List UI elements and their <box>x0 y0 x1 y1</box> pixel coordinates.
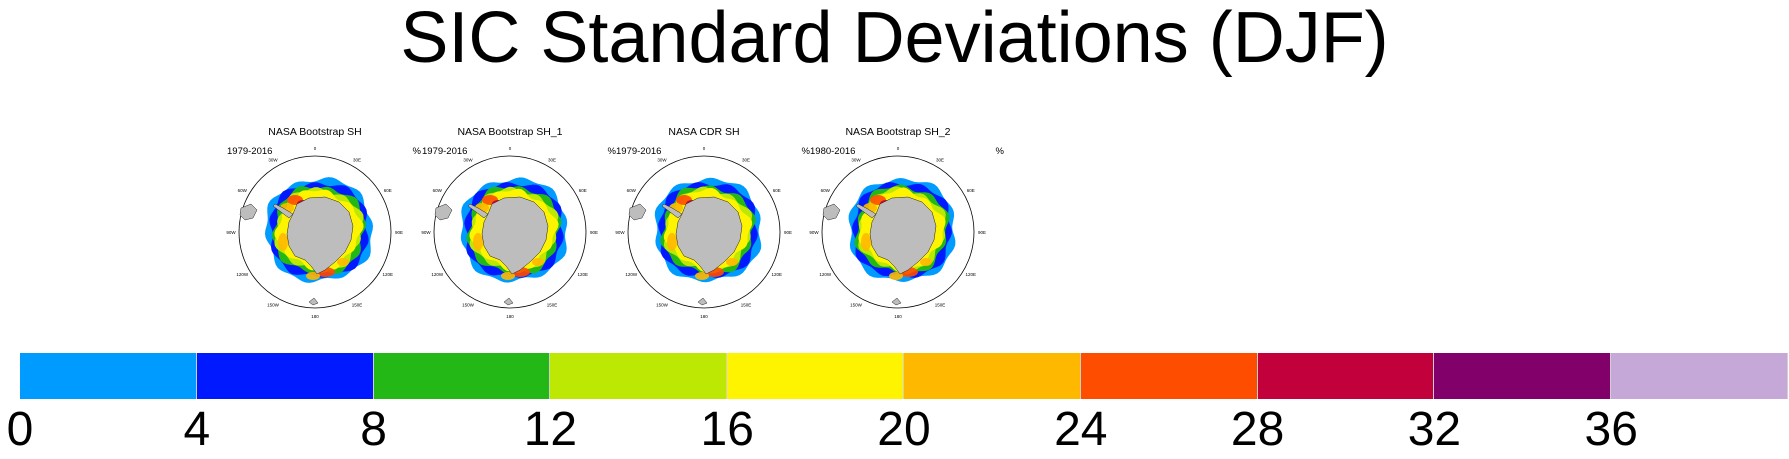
longitude-label: 30E <box>353 157 361 162</box>
longitude-label: 30W <box>657 157 667 162</box>
panel-unit: % <box>607 146 616 157</box>
longitude-label: 30E <box>742 157 750 162</box>
longitude-label: 60W <box>627 188 637 193</box>
longitude-label: 150E <box>352 303 363 308</box>
page-title: SIC Standard Deviations (DJF) <box>400 0 1389 78</box>
colorbar-tick-label: 12 <box>523 403 578 456</box>
longitude-label: 90W <box>809 230 819 235</box>
panel-title: NASA Bootstrap SH <box>268 126 362 138</box>
longitude-label: 90E <box>590 230 598 235</box>
longitude-label: 0 <box>314 146 317 151</box>
panel-unit: % <box>801 146 810 157</box>
longitude-label: 150E <box>741 303 752 308</box>
colorbar-tick-label: 28 <box>1230 403 1285 456</box>
longitude-label: 120W <box>625 272 638 277</box>
map-panel: NASA Bootstrap SH_1 1979-2016% 0 30E 60E 90E 1… <box>420 126 616 326</box>
panel-unit: % <box>412 146 421 157</box>
map-panel: NASA CDR SH 1979-2016% 0 30E 60E 90E 120E 150E 1… <box>614 126 810 326</box>
map-panel: NASA Bootstrap SH 1979-2016% 0 30E 60E 90E 120… <box>225 126 421 326</box>
panel-title: NASA CDR SH <box>668 126 740 138</box>
longitude-label: 150E <box>935 303 946 308</box>
longitude-label: 120W <box>819 272 832 277</box>
longitude-label: 60E <box>967 188 975 193</box>
colorbar-tick-label: 8 <box>360 403 387 456</box>
colorbar-segment <box>550 353 728 399</box>
colorbar-tick-label: 32 <box>1407 403 1462 456</box>
panel-period: 1979-2016 <box>422 146 468 157</box>
longitude-label: 0 <box>703 146 706 151</box>
longitude-label: 90E <box>978 230 986 235</box>
longitude-label: 150W <box>656 303 669 308</box>
polar-map: 0 30E 60E 90E 120E 150E 180 150W 120W 90W 60W 30W <box>615 146 792 319</box>
polar-map: 0 30E 60E 90E 120E 150E 180 150W 120W 90W 60W 30W <box>809 146 986 319</box>
colorbar-segment <box>196 353 374 399</box>
longitude-label: 180 <box>894 314 902 319</box>
panel-period: 1980-2016 <box>810 146 856 157</box>
longitude-label: 30W <box>268 157 278 162</box>
colorbar-tick-label: 16 <box>700 403 754 456</box>
longitude-label: 150E <box>547 303 558 308</box>
colorbar-segment <box>904 353 1081 399</box>
colorbar-segment <box>1257 353 1435 399</box>
longitude-label: 180 <box>311 314 319 319</box>
colorbar-tick-label: 36 <box>1584 403 1638 456</box>
longitude-label: 120W <box>431 272 444 277</box>
colorbar-tick-label: 4 <box>183 403 211 456</box>
colorbar-segment <box>373 353 551 399</box>
longitude-label: 60E <box>579 188 587 193</box>
longitude-label: 30E <box>548 157 556 162</box>
longitude-label: 60W <box>433 188 443 193</box>
colorbar-segment <box>1611 353 1788 399</box>
panel-period: 1979-2016 <box>616 146 662 157</box>
colorbar-segment <box>1434 353 1612 399</box>
panel-period: 1979-2016 <box>227 146 273 157</box>
longitude-label: 30W <box>463 157 473 162</box>
longitude-label: 150W <box>462 303 475 308</box>
colorbar <box>20 353 1788 399</box>
colorbar-tick-label: 0 <box>6 403 34 456</box>
longitude-label: 90W <box>226 230 236 235</box>
longitude-label: 60W <box>821 188 831 193</box>
longitude-label: 30E <box>936 157 944 162</box>
longitude-label: 120E <box>965 272 976 277</box>
longitude-label: 60E <box>773 188 781 193</box>
longitude-label: 0 <box>897 146 900 151</box>
longitude-label: 90W <box>421 230 431 235</box>
longitude-label: 120W <box>236 272 249 277</box>
longitude-label: 180 <box>506 314 514 319</box>
colorbar-segment <box>20 353 197 399</box>
polar-map: 0 30E 60E 90E 120E 150E 180 150W 120W 90W 60W 30W <box>226 146 403 319</box>
panel-title: NASA Bootstrap SH_1 <box>457 126 563 138</box>
colorbar-tick-label: 24 <box>1054 403 1108 456</box>
colorbar-tick-label: 20 <box>877 403 931 456</box>
longitude-label: 90W <box>615 230 625 235</box>
colorbar-segment <box>727 353 904 399</box>
longitude-label: 150W <box>850 303 863 308</box>
longitude-label: 90E <box>784 230 792 235</box>
longitude-label: 0 <box>509 146 512 151</box>
longitude-label: 90E <box>395 230 403 235</box>
longitude-label: 120E <box>382 272 393 277</box>
longitude-label: 60W <box>238 188 248 193</box>
longitude-label: 60E <box>384 188 392 193</box>
longitude-label: 180 <box>700 314 708 319</box>
colorbar-segment <box>1080 353 1258 399</box>
longitude-label: 30W <box>851 157 861 162</box>
longitude-label: 120E <box>771 272 782 277</box>
panel-title: NASA Bootstrap SH_2 <box>845 126 951 138</box>
map-panel: NASA Bootstrap SH_2 1980-2016% 0 30E 60E 90E 1… <box>808 126 1004 326</box>
panel-unit: % <box>995 146 1004 157</box>
longitude-label: 120E <box>577 272 588 277</box>
longitude-label: 150W <box>267 303 280 308</box>
polar-map: 0 30E 60E 90E 120E 150E 180 150W 120W 90W 60W 30W <box>421 146 598 319</box>
